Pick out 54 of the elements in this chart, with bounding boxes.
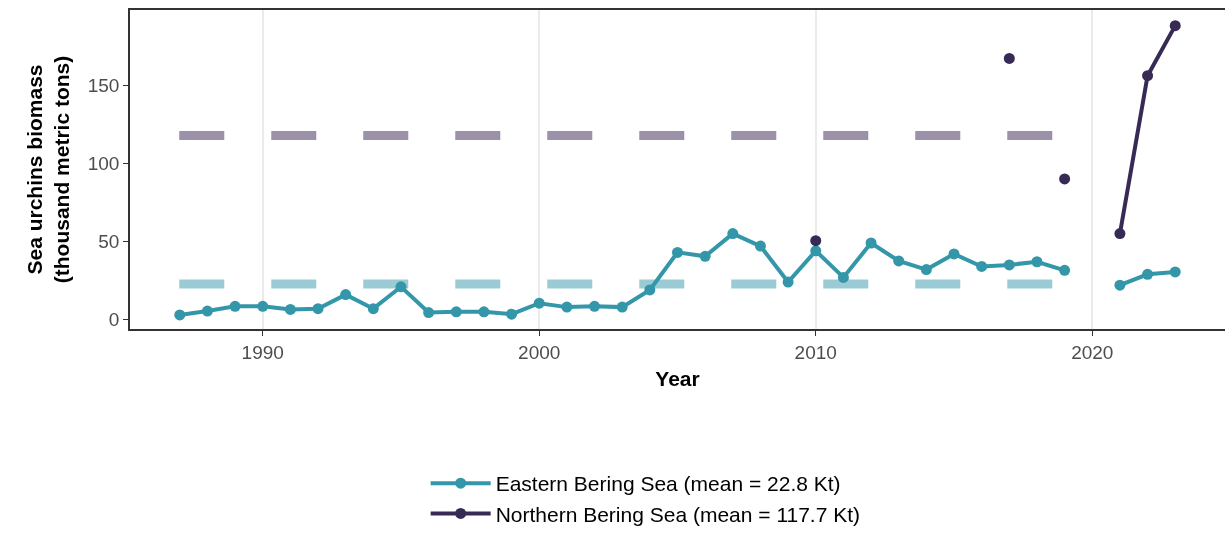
- point: [450, 306, 462, 318]
- point: [616, 301, 628, 313]
- x-tick-label: 2020: [1071, 341, 1114, 363]
- x-tick-label: 1990: [241, 341, 284, 363]
- point: [1059, 264, 1071, 276]
- point: [589, 300, 601, 312]
- point: [810, 235, 822, 247]
- point: [257, 300, 269, 312]
- point: [948, 248, 960, 260]
- point: [1003, 52, 1015, 64]
- point: [893, 255, 905, 267]
- point: [367, 303, 379, 315]
- point: [395, 281, 407, 293]
- point: [174, 309, 186, 321]
- point: [312, 303, 324, 315]
- legend-label: Northern Bering Sea (mean = 117.7 Kt): [495, 502, 861, 526]
- point: [284, 303, 296, 315]
- point: [201, 305, 213, 317]
- point: [423, 307, 435, 319]
- point: [672, 246, 683, 258]
- point: [837, 271, 849, 283]
- point: [1114, 228, 1126, 240]
- y-tick-label: 50: [98, 231, 120, 253]
- point: [810, 245, 822, 257]
- point: [1169, 266, 1181, 278]
- x-axis-title: Year: [655, 367, 700, 391]
- point: [644, 284, 656, 296]
- point: [1003, 259, 1015, 271]
- point: [1169, 20, 1181, 32]
- point: [533, 297, 545, 309]
- x-tick-label: 2000: [518, 341, 561, 363]
- point: [782, 276, 794, 288]
- point: [1059, 173, 1071, 185]
- point: [754, 240, 766, 252]
- point: [561, 301, 573, 313]
- y-tick-label: 150: [87, 74, 120, 96]
- point: [1142, 268, 1154, 280]
- y-axis-title: Sea urchins biomass (thousand metric tons): [23, 55, 74, 284]
- point: [506, 308, 518, 320]
- point: [1031, 256, 1043, 268]
- legend-label: Eastern Bering Sea (mean = 22.8 Kt): [495, 472, 841, 496]
- point: [340, 289, 352, 301]
- point: [976, 260, 988, 272]
- point: [1114, 279, 1126, 291]
- point: [699, 250, 711, 262]
- y-tick-label: 0: [108, 309, 120, 331]
- point: [229, 300, 241, 312]
- point: [478, 306, 490, 318]
- point: [920, 264, 932, 276]
- point: [865, 237, 877, 249]
- x-tick-label: 2010: [794, 341, 837, 363]
- point: [727, 228, 739, 240]
- y-tick-label: 100: [87, 152, 120, 174]
- point: [1142, 70, 1154, 82]
